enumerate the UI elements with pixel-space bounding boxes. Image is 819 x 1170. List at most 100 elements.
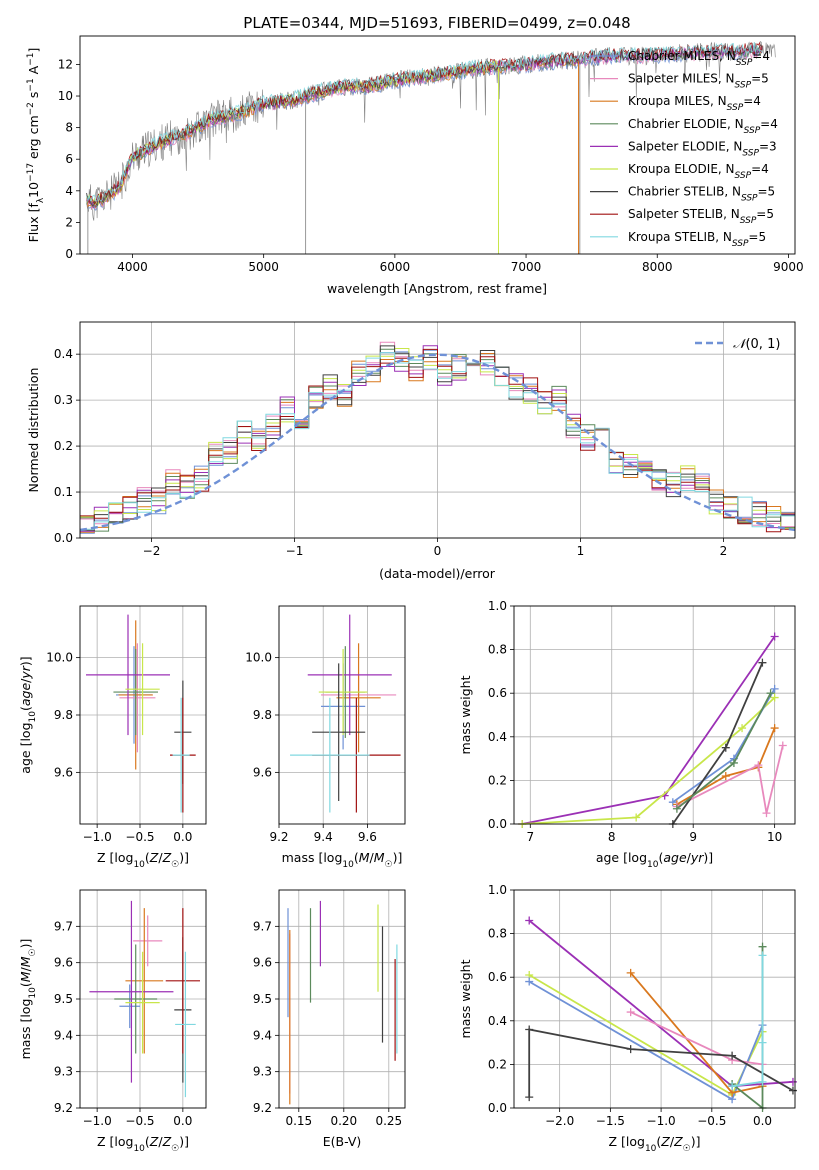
data-point-marker xyxy=(778,741,787,750)
data-point-marker xyxy=(738,724,747,733)
y-tick-label: 12 xyxy=(58,57,73,71)
legend-label: Salpeter MILES, NSSP=5 xyxy=(628,72,769,91)
data-point-marker xyxy=(721,772,730,781)
x-tick-label: 9000 xyxy=(773,260,804,274)
data-point-marker xyxy=(754,761,763,770)
y-tick-label: 9.6 xyxy=(253,765,272,779)
x-axis-label: Z [log10(Z/Z☉)] xyxy=(97,1134,189,1154)
data-point-marker xyxy=(758,1038,767,1047)
x-tick-label: 9.2 xyxy=(269,830,288,844)
y-tick-label: 0.8 xyxy=(488,927,507,941)
x-tick-label: −1.0 xyxy=(83,830,112,844)
y-tick-label: 10.0 xyxy=(245,651,272,665)
data-point-marker xyxy=(788,1086,797,1095)
y-tick-label: 9.7 xyxy=(54,919,73,933)
x-tick-label: −0.5 xyxy=(125,1114,154,1128)
y-tick-label: 9.6 xyxy=(54,765,73,779)
x-tick-label: 0.0 xyxy=(173,830,192,844)
x-tick-label: −0.5 xyxy=(125,830,154,844)
y-tick-label: 9.5 xyxy=(54,992,73,1006)
mass-weight-line xyxy=(676,727,776,806)
y-tick-label: 9.4 xyxy=(253,1028,272,1042)
y-tick-label: 9.3 xyxy=(54,1065,73,1079)
data-point-marker xyxy=(770,724,779,733)
mass-weight-line xyxy=(528,974,764,1097)
y-tick-label: 9.2 xyxy=(54,1101,73,1115)
y-tick-label: 0.4 xyxy=(488,730,507,744)
y-tick-label: 9.3 xyxy=(253,1065,272,1079)
axes-frame xyxy=(513,605,796,825)
x-tick-label: −1.0 xyxy=(83,1114,112,1128)
legend-label: Chabrier ELODIE, NSSP=4 xyxy=(628,117,778,136)
figure-title: PLATE=0344, MJD=51693, FIBERID=0499, z=0… xyxy=(243,14,630,32)
data-point-marker xyxy=(626,1045,635,1054)
y-tick-label: 9.7 xyxy=(253,919,272,933)
data-point-marker xyxy=(762,809,771,818)
data-point-marker xyxy=(758,942,767,951)
y-tick-label: 9.8 xyxy=(54,708,73,722)
y-tick-label: 0.4 xyxy=(54,347,73,361)
x-tick-label: −2.0 xyxy=(545,1114,574,1128)
mass-weight-line xyxy=(522,696,776,825)
legend-label: Chabrier MILES, NSSP=4 xyxy=(628,49,770,68)
y-tick-label: 0 xyxy=(65,247,73,261)
y-tick-label: 2 xyxy=(65,215,73,229)
legend-label: Kroupa STELIB, NSSP=5 xyxy=(628,230,766,249)
y-tick-label: 0.1 xyxy=(54,485,73,499)
y-tick-label: 4 xyxy=(65,184,73,198)
axes-frame xyxy=(278,889,406,1109)
y-tick-label: 9.2 xyxy=(253,1101,272,1115)
data-point-marker xyxy=(728,1082,737,1091)
data-point-marker xyxy=(788,1077,797,1086)
y-tick-label: 9.4 xyxy=(54,1028,73,1042)
x-tick-label: 6000 xyxy=(380,260,411,274)
y-tick-label: 0.0 xyxy=(488,817,507,831)
y-tick-label: 6 xyxy=(65,152,73,166)
normal-curve xyxy=(79,353,796,532)
data-point-marker xyxy=(632,813,641,822)
x-tick-label: 0.25 xyxy=(375,1114,402,1128)
x-tick-label: 10 xyxy=(767,830,782,844)
axes-frame xyxy=(79,889,207,1109)
x-axis-label: Z [log10(Z/Z☉)] xyxy=(608,1134,700,1154)
x-tick-label: 9.6 xyxy=(358,830,377,844)
x-tick-label: 2 xyxy=(720,544,728,558)
data-point-marker xyxy=(626,1008,635,1017)
spectrum-panel: 4000 5000 6000 7000 8000 9000 0 2 4 6 8 10 12 wavelen… xyxy=(26,35,804,296)
y-axis-label: mass weight xyxy=(458,959,473,1038)
y-tick-label: 10.0 xyxy=(46,651,73,665)
data-point-marker xyxy=(770,684,779,693)
legend-label: Chabrier STELIB, NSSP=5 xyxy=(628,185,775,204)
age-vs-mass-panel: 9.2 9.4 9.6 9.6 9.8 10.0 mass [log10(M/M☉)] xyxy=(245,605,406,870)
legend-label: Salpeter ELODIE, NSSP=3 xyxy=(628,139,777,158)
y-tick-label: 0.0 xyxy=(488,1101,507,1115)
x-tick-label: 0.15 xyxy=(285,1114,312,1128)
x-axis-label: mass [log10(M/M☉)] xyxy=(282,850,403,870)
y-tick-label: 1.0 xyxy=(488,883,507,897)
histogram-step xyxy=(80,348,795,533)
y-tick-label: 0.2 xyxy=(54,439,73,453)
data-point-marker xyxy=(721,743,730,752)
x-axis-label: (data-model)/error xyxy=(379,566,496,581)
age-vs-metallicity-panel: −1.0 −0.5 0.0 9.6 9.8 10.0 Z [log10(Z/Z☉)] age … xyxy=(18,605,207,870)
data-point-marker xyxy=(668,798,677,807)
x-tick-label: −0.5 xyxy=(697,1114,726,1128)
axes-frame xyxy=(79,35,796,255)
y-tick-label: 0.4 xyxy=(488,1014,507,1028)
y-tick-label: 0.6 xyxy=(488,686,507,700)
mass-weight-line xyxy=(521,635,776,825)
legend-label: Salpeter STELIB, NSSP=5 xyxy=(628,207,774,226)
data-point-marker xyxy=(626,968,635,977)
x-tick-label: 0.20 xyxy=(330,1114,357,1128)
x-tick-label: 7000 xyxy=(511,260,542,274)
y-tick-label: 0.6 xyxy=(488,970,507,984)
x-tick-label: 1 xyxy=(577,544,585,558)
mass-weight-vs-metallicity-panel: −2.0 −1.5 −1.0 −0.5 0.0 0.0 0.2 0.4 0.6 0.8 1.0 Z [… xyxy=(458,883,797,1154)
y-axis-label: Flux [fλ10−17 erg cm−2 s−1 A−1] xyxy=(26,48,46,243)
y-tick-label: 0.0 xyxy=(54,531,73,545)
data-point-marker xyxy=(770,693,779,702)
axes-frame xyxy=(513,889,796,1109)
y-tick-label: 0.3 xyxy=(54,393,73,407)
spectrum-model-line xyxy=(86,42,763,203)
